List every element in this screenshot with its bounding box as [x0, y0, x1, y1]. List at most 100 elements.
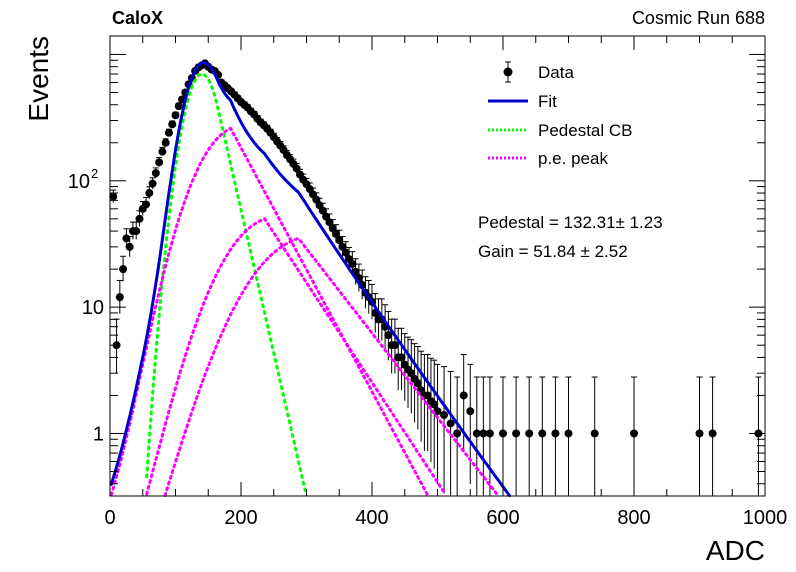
data-marker	[440, 411, 449, 420]
y-axis-title: Events	[23, 36, 54, 122]
data-point	[145, 186, 154, 199]
pe-peak-2-curve	[145, 216, 447, 496]
data-point	[590, 376, 599, 496]
data-point	[433, 363, 442, 485]
data-marker	[132, 227, 141, 236]
data-point	[564, 376, 573, 496]
data-marker	[433, 407, 442, 416]
data-point	[292, 163, 301, 174]
data-point	[119, 255, 128, 282]
data-point	[168, 120, 177, 129]
data-point	[142, 196, 151, 211]
data-point	[538, 376, 547, 496]
data-marker	[479, 429, 488, 438]
x-axis-title: ADC	[706, 535, 765, 566]
data-point	[551, 376, 560, 496]
data-marker	[430, 400, 439, 409]
data-point	[708, 376, 717, 496]
x-tick-label: 200	[224, 507, 257, 529]
data-point	[371, 293, 380, 333]
data-point	[164, 128, 173, 137]
data-marker	[335, 235, 344, 244]
legend-label: Pedestal CB	[538, 121, 633, 140]
data-point	[132, 221, 141, 240]
data-marker	[148, 179, 157, 188]
data-marker	[695, 429, 704, 438]
data-marker	[135, 214, 144, 223]
pedestal-cb-curve	[145, 72, 307, 493]
x-tick-label: 600	[486, 507, 519, 529]
data-marker	[453, 429, 462, 438]
run-label: Cosmic Run 688	[632, 8, 765, 28]
data-marker	[292, 164, 301, 173]
data-marker	[115, 293, 124, 302]
data-marker	[538, 429, 547, 438]
data-marker	[171, 111, 180, 120]
data-marker	[325, 218, 334, 227]
data-point	[525, 376, 534, 496]
data-layer	[109, 59, 763, 496]
data-marker	[551, 429, 560, 438]
data-point	[479, 376, 488, 496]
data-marker	[168, 120, 177, 129]
legend-label: Data	[538, 63, 574, 82]
data-marker	[397, 353, 406, 362]
data-marker	[466, 407, 475, 416]
data-marker	[151, 169, 160, 178]
legend-label: Fit	[538, 92, 557, 111]
y-tick-label: 10	[82, 297, 104, 319]
data-point	[499, 376, 507, 496]
data-marker	[590, 429, 599, 438]
data-point	[161, 138, 170, 147]
data-marker	[390, 341, 399, 350]
data-point	[174, 102, 183, 111]
data-marker	[348, 259, 357, 268]
legend: Data Fit Pedestal CB p.e. peak	[488, 61, 633, 168]
data-point	[135, 210, 144, 227]
data-marker	[512, 429, 521, 438]
legend-entry: p.e. peak	[488, 149, 608, 168]
legend-entry: Fit	[488, 92, 557, 111]
data-point	[112, 318, 121, 374]
data-marker	[341, 248, 350, 257]
legend-entry: Pedestal CB	[488, 121, 633, 140]
data-marker	[472, 429, 481, 438]
experiment-label: CaloX	[112, 8, 163, 28]
data-marker	[708, 429, 717, 438]
legend-data-marker	[503, 67, 513, 77]
x-tick-label: 1000	[743, 507, 788, 529]
data-point	[148, 177, 157, 189]
data-point	[440, 366, 449, 494]
data-point	[472, 376, 481, 496]
data-point	[158, 146, 167, 156]
data-point	[466, 363, 475, 485]
legend-label: p.e. peak	[538, 149, 608, 168]
data-point	[485, 376, 494, 496]
data-marker	[413, 379, 422, 388]
pe-peak-3-curve	[163, 236, 500, 497]
pe-peak-1-curve	[109, 126, 429, 497]
x-tick-label: 0	[104, 507, 115, 529]
data-point	[453, 376, 462, 496]
data-point	[384, 310, 393, 361]
data-point	[695, 376, 704, 496]
data-marker	[119, 265, 128, 274]
data-point	[155, 157, 164, 167]
data-point	[512, 376, 521, 496]
curve-layer	[109, 61, 512, 498]
data-point	[171, 111, 180, 120]
data-marker	[331, 229, 340, 238]
y-tick-label: 1	[93, 423, 104, 445]
data-marker	[161, 138, 170, 147]
data-marker	[384, 331, 393, 340]
data-marker	[525, 429, 534, 438]
data-point	[125, 235, 134, 257]
y-tick-label: 10	[68, 171, 90, 193]
fit-curve	[109, 61, 512, 498]
data-marker	[158, 147, 167, 156]
data-marker	[145, 189, 154, 198]
y-tick-label-exponent: 2	[91, 166, 98, 181]
data-marker	[155, 158, 164, 167]
